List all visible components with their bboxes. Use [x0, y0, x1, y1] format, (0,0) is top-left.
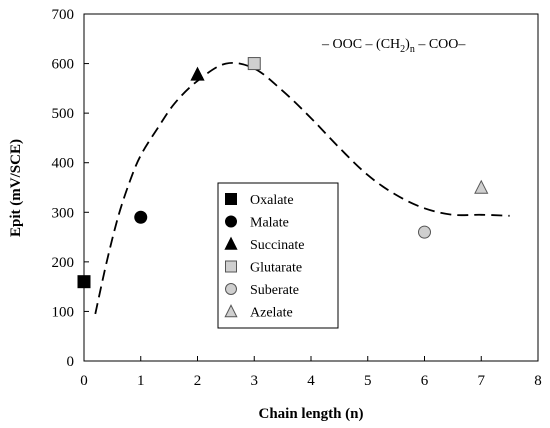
legend-label-suberate: Suberate [250, 283, 299, 298]
formula-subscript-2: 2 [400, 44, 405, 55]
legend-marker-oxalate [225, 193, 237, 205]
legend: Oxalate Malate Succinate Glutarate Suberate A… [217, 182, 339, 329]
legend-label-malate: Malate [250, 216, 289, 231]
y-tick-label: 100 [52, 304, 75, 320]
y-tick-label: 400 [52, 156, 75, 172]
formula-prefix: – OOC – (CH [321, 37, 400, 52]
legend-label-glutarate: Glutarate [250, 261, 302, 276]
x-tick-label: 6 [421, 373, 429, 389]
data-point-oxalate [77, 275, 91, 289]
x-tick-label: 1 [137, 373, 145, 389]
trend-curve-layer [94, 61, 510, 315]
x-tick-label: 2 [194, 373, 202, 389]
legend-marker-suberate [225, 283, 237, 295]
x-axis-title: Chain length (n) [258, 406, 363, 422]
data-point-suberate [418, 225, 431, 239]
x-tick-label: 5 [364, 373, 372, 389]
y-tick-label: 300 [52, 205, 75, 221]
formula-subscript-n: n [410, 44, 415, 55]
x-tick-label: 8 [534, 373, 542, 389]
data-markers [77, 57, 489, 289]
y-axis-title: Epit (mV/SCE) [8, 139, 24, 237]
legend-label-oxalate: Oxalate [250, 193, 294, 208]
legend-marker-malate [225, 215, 237, 228]
formula-mid: ) [405, 37, 410, 52]
y-tick-label: 700 [52, 7, 75, 23]
y-tick-label: 600 [52, 57, 75, 73]
data-point-malate [134, 210, 148, 224]
legend-marker-glutarate [225, 260, 237, 273]
x-tick-label: 7 [478, 373, 486, 389]
formula-annotation: – OOC – (CH2)n – COO– [321, 37, 466, 55]
x-tick-label: 3 [251, 373, 259, 389]
legend-marker-azelate [224, 304, 238, 318]
data-point-azelate [474, 179, 489, 194]
data-point-succinate [190, 66, 205, 81]
x-tick-label: 4 [307, 373, 315, 389]
y-axis: 0 100 200 300 400 500 600 700 [52, 7, 89, 370]
legend-label-azelate: Azelate [250, 306, 293, 321]
x-axis: 0 1 2 3 4 5 6 7 8 [80, 356, 542, 389]
legend-label-succinate: Succinate [250, 238, 304, 253]
trend-curve [94, 61, 510, 315]
legend-box [217, 182, 339, 329]
legend-marker-succinate [224, 236, 238, 250]
x-tick-label: 0 [80, 373, 88, 389]
y-tick-label: 500 [52, 106, 75, 122]
y-tick-label: 0 [67, 354, 75, 370]
data-point-glutarate [247, 57, 261, 71]
formula-suffix: – COO– [415, 37, 467, 52]
y-tick-label: 200 [52, 255, 75, 271]
